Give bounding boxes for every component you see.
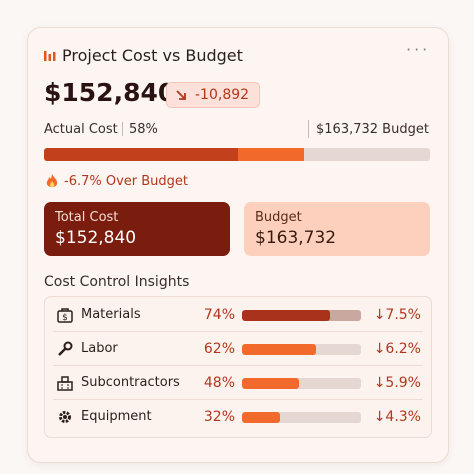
status-text: -6.7% Over Budget [64,174,189,189]
actual-percent: 58% [129,122,158,137]
row-percent: 62% [203,341,235,357]
delta-value: -10,892 [195,87,250,103]
fire-icon [46,174,58,188]
section-title: Cost Control Insights [44,274,190,290]
progress-track [44,148,430,161]
insight-row: Subcontractors 48% ↓5.9% [45,367,431,400]
budget-box: Budget $163,732 [244,202,430,256]
total-cost-box: Total Cost $152,840 [44,202,230,256]
card: Project Cost vs Budget ··· $152,840 -10,… [27,27,449,463]
progress-over [238,148,304,161]
insight-row: Labor 62% ↓6.2% [45,333,431,366]
card-title: Project Cost vs Budget [62,46,243,65]
row-name: Subcontractors [81,375,180,390]
row-icon [57,341,73,361]
delta-badge: -10,892 [166,82,261,108]
row-track [242,344,361,355]
row-change: ↓6.2% [373,341,421,357]
row-change: ↓7.5% [373,307,421,323]
delta-icon [176,90,186,100]
budget-label: $163,732 Budget [316,122,429,137]
row-separator [53,365,423,366]
insight-row: $ Materials 74% ↓7.5% [45,299,431,332]
row-icon: $ [57,307,73,327]
divider [308,120,309,138]
row-track [242,310,361,321]
progress-actual [44,148,238,161]
row-bar [242,310,331,321]
insights-table: $ Materials 74% ↓7.5% Labor 62% ↓6.2% Subcontra… [44,296,432,438]
actual-label: Actual Cost [44,122,118,137]
box-label: Total Cost [55,210,119,225]
row-separator [53,399,423,400]
row-percent: 48% [203,375,235,391]
row-bar [242,344,316,355]
box-value: $152,840 [55,228,137,248]
row-percent: 32% [203,409,235,425]
row-name: Equipment [81,409,152,424]
title-icon [44,51,56,61]
row-bar [242,378,300,389]
row-icon [57,375,73,395]
row-name: Labor [81,341,118,356]
menu-button[interactable]: ··· [406,40,431,59]
divider [122,122,123,136]
row-bar [242,412,281,423]
svg-text:$: $ [62,313,68,323]
row-name: Materials [81,307,141,322]
row-separator [53,331,423,332]
row-change: ↓5.9% [373,375,421,391]
row-icon [57,409,73,429]
row-percent: 74% [203,307,235,323]
insight-row: Equipment 32% ↓4.3% [45,401,431,434]
total-amount: $152,840 [44,78,176,107]
row-change: ↓4.3% [373,409,421,425]
row-track [242,412,361,423]
box-value: $163,732 [255,228,337,248]
row-track [242,378,361,389]
box-label: Budget [255,210,302,225]
